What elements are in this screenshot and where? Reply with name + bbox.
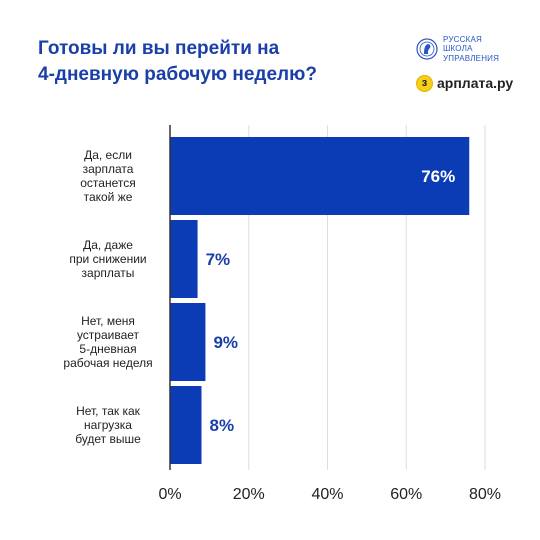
chart-title-line-2: 4-дневную рабочую неделю? <box>38 64 317 85</box>
category-label-line: Да, даже <box>83 238 133 252</box>
category-label-line: зарплата <box>83 162 134 176</box>
category-label-line: при снижении <box>69 252 146 266</box>
rsu-emblem-icon <box>416 38 438 60</box>
value-label-2: 7% <box>206 250 231 269</box>
category-label-line: Да, если <box>84 148 132 162</box>
bar-4 <box>170 386 202 464</box>
rsu-logo-text: РУССКАЯ ШКОЛА УПРАВЛЕНИЯ <box>443 35 499 64</box>
chart-tick-labels: 0% 20% 40% 60% 80% <box>158 486 501 503</box>
chart-value-labels: 76% 7% 9% 8% <box>206 167 456 435</box>
category-label-line: Нет, так как <box>76 404 141 418</box>
value-label-1: 76% <box>421 167 455 186</box>
category-label-4: Нет, так как нагрузка будет выше <box>75 404 141 446</box>
zarplata-coin-icon: з <box>416 74 433 92</box>
chart-title: Готовы ли вы перейти на 4-дневную рабочу… <box>38 36 368 88</box>
category-label-line: рабочая неделя <box>63 356 152 370</box>
chart-title-line-1: Готовы ли вы перейти на <box>38 38 280 59</box>
zarplata-logo-text: арплата.ру <box>437 75 514 91</box>
category-label-3: Нет, меня устраивает 5-дневная рабочая неде… <box>63 314 152 370</box>
chart-category-labels: Да, если зарплата останется такой же Да, даж… <box>63 148 152 446</box>
x-tick-label-60: 60% <box>390 486 422 503</box>
chart-bars <box>170 137 470 464</box>
category-label-line: будет выше <box>75 432 141 446</box>
category-label-line: останется <box>80 176 135 190</box>
category-label-2: Да, даже при снижении зарплаты <box>69 238 146 280</box>
rsu-line-1: РУССКАЯ <box>443 34 482 44</box>
x-tick-label-20: 20% <box>233 486 265 503</box>
category-label-line: такой же <box>84 190 133 204</box>
russian-school-of-management-logo: РУССКАЯ ШКОЛА УПРАВЛЕНИЯ <box>416 32 516 66</box>
x-tick-label-40: 40% <box>311 486 343 503</box>
value-label-3: 9% <box>213 333 238 352</box>
category-label-1: Да, если зарплата останется такой же <box>80 148 135 204</box>
x-tick-label-0: 0% <box>158 486 181 503</box>
rsu-line-2: ШКОЛА <box>443 44 473 54</box>
category-label-line: зарплаты <box>82 266 135 280</box>
zarplata-logo: з арплата.ру <box>416 72 513 94</box>
x-tick-label-80: 80% <box>469 486 501 503</box>
rsu-line-3: УПРАВЛЕНИЯ <box>443 53 500 63</box>
category-label-line: Нет, меня <box>81 314 135 328</box>
category-label-line: нагрузка <box>84 418 132 432</box>
bar-3 <box>170 303 206 381</box>
category-label-line: устраивает <box>77 328 140 342</box>
value-label-4: 8% <box>210 416 235 435</box>
category-label-line: 5-дневная <box>79 342 136 356</box>
bar-2 <box>170 220 198 298</box>
bar-1 <box>170 137 470 215</box>
